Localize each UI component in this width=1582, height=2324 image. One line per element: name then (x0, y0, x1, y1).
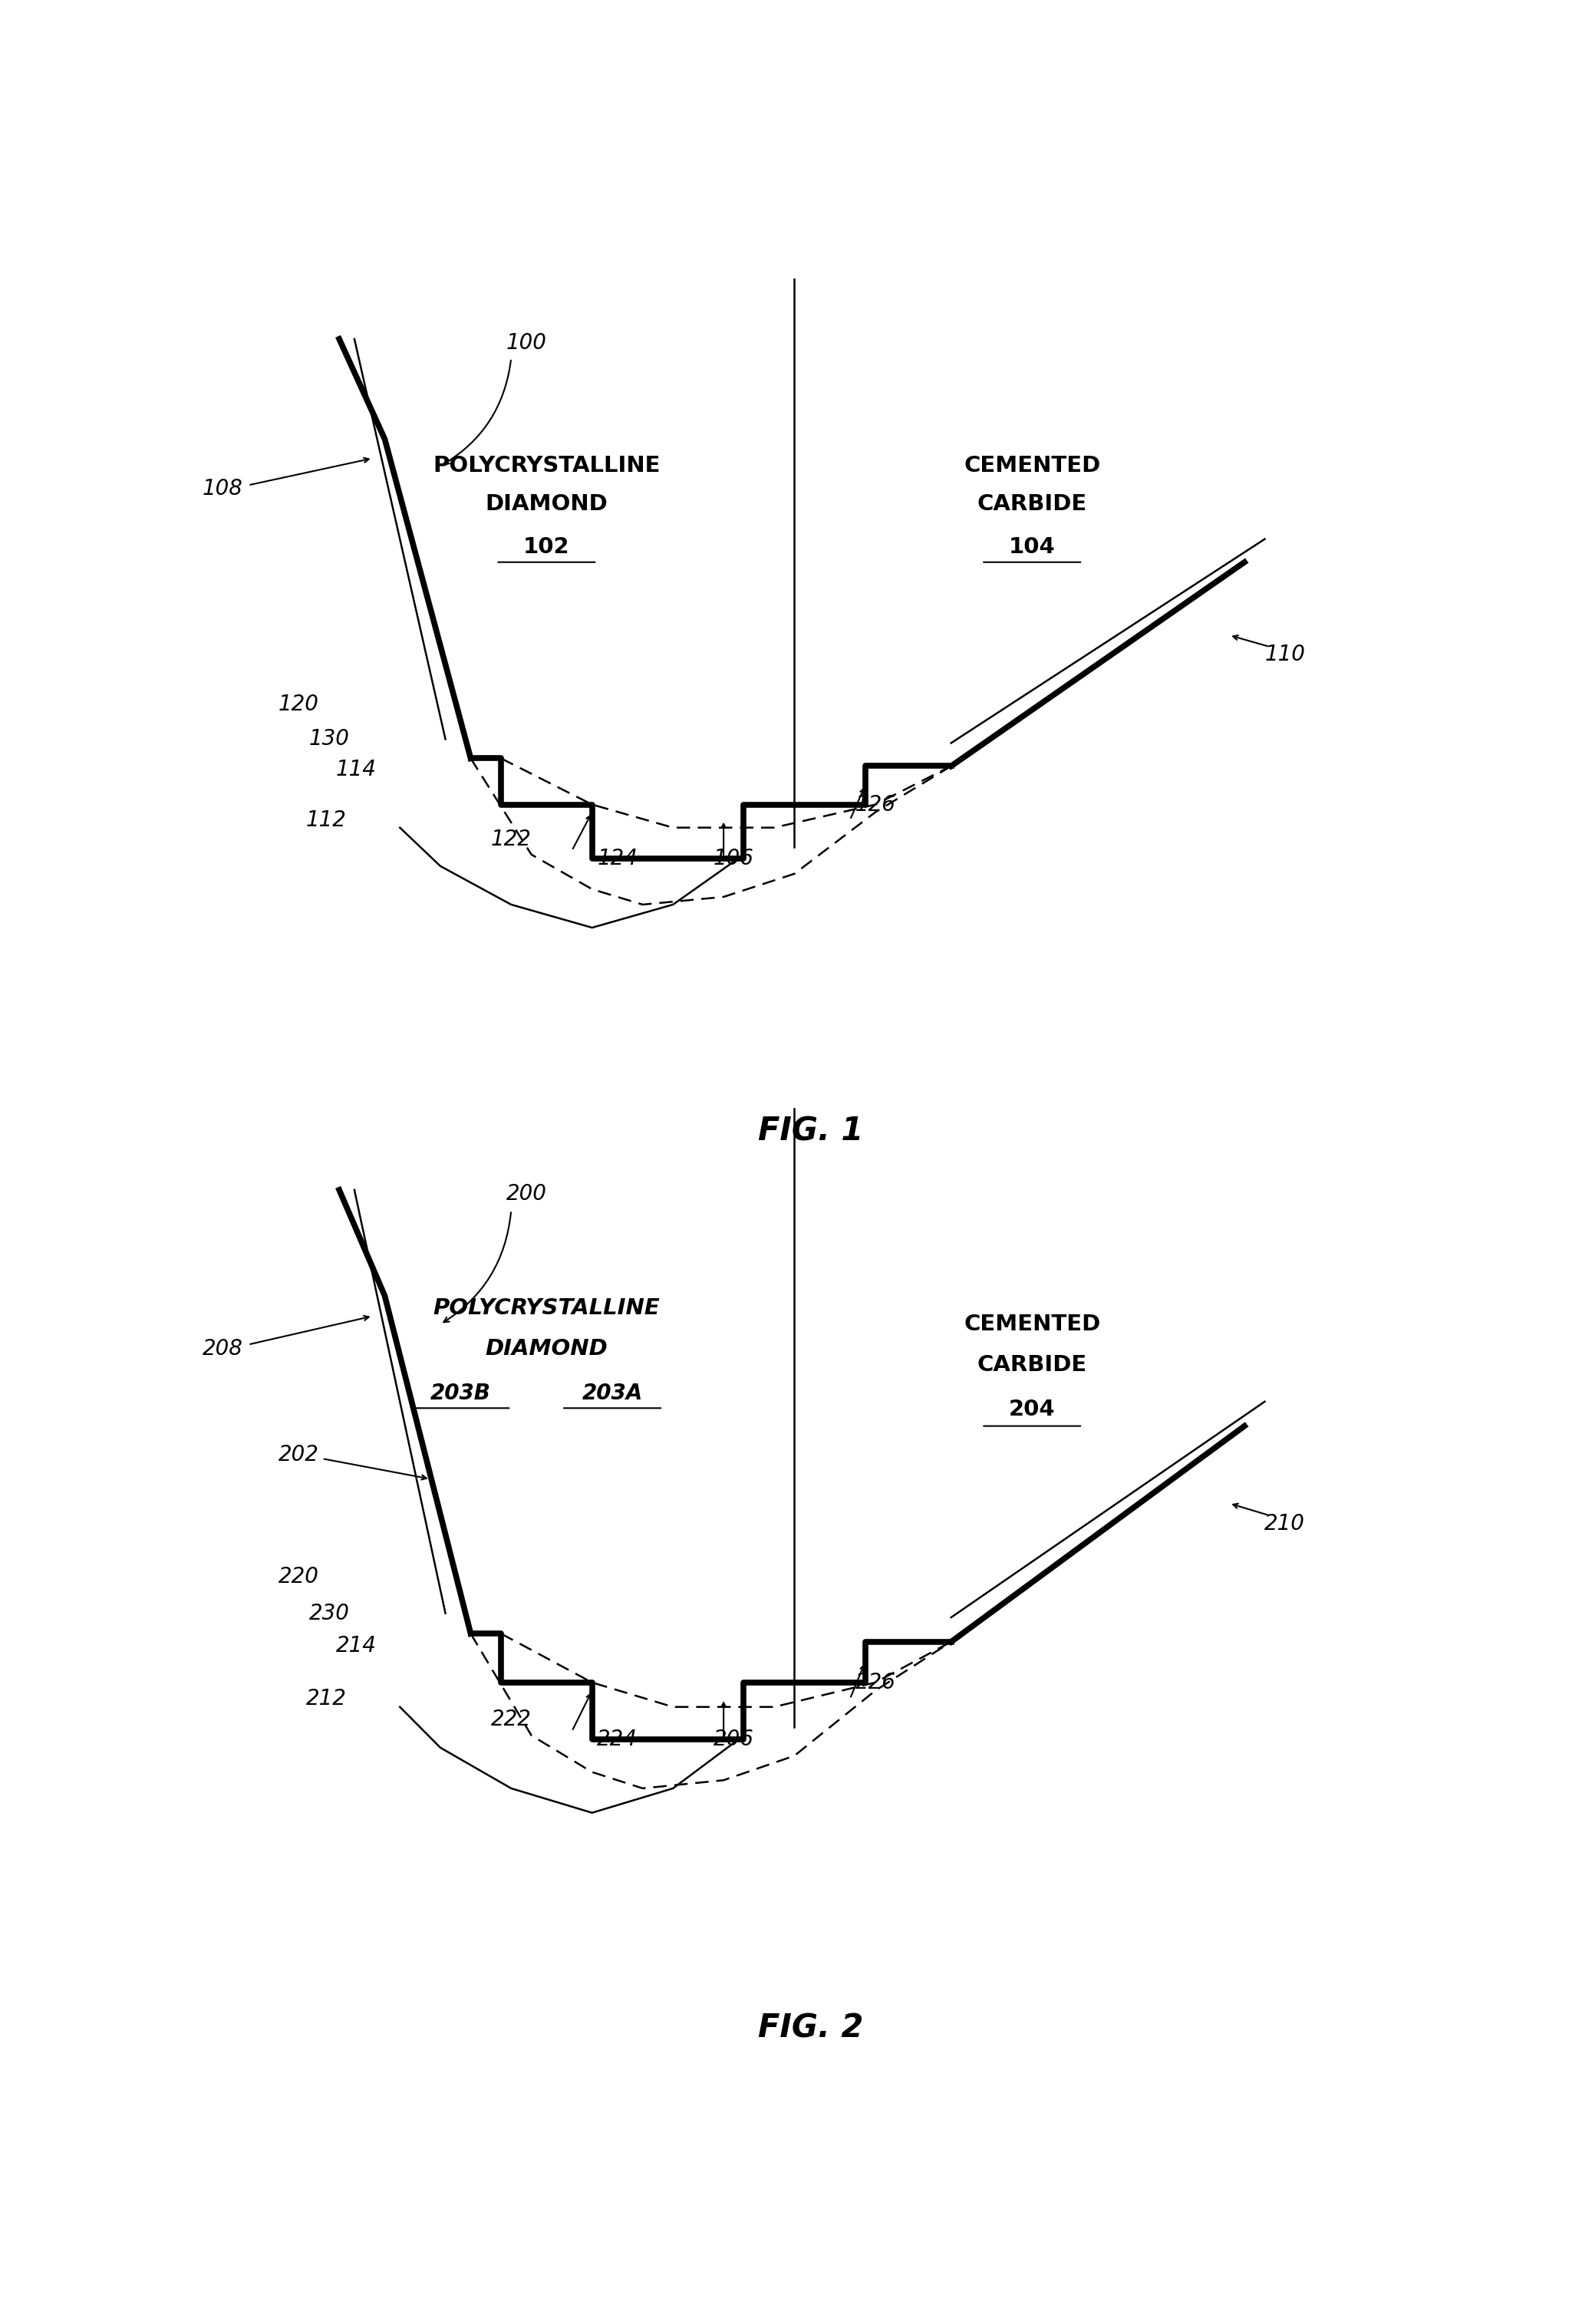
Text: 130: 130 (308, 727, 350, 751)
Text: 212: 212 (305, 1687, 346, 1710)
Text: 106: 106 (713, 848, 755, 869)
Text: DIAMOND: DIAMOND (486, 1339, 607, 1360)
Text: 114: 114 (335, 760, 377, 781)
Text: 230: 230 (308, 1604, 350, 1624)
Text: 124: 124 (596, 848, 638, 869)
Text: 203B: 203B (430, 1383, 490, 1404)
Text: 200: 200 (506, 1183, 547, 1204)
Text: FIG. 1: FIG. 1 (758, 1116, 864, 1148)
Text: 100: 100 (506, 332, 547, 353)
Text: 203A: 203A (582, 1383, 642, 1404)
Text: 112: 112 (305, 809, 346, 830)
Text: 202: 202 (278, 1443, 320, 1464)
Text: 224: 224 (596, 1729, 638, 1750)
Text: CARBIDE: CARBIDE (978, 493, 1087, 516)
Text: 204: 204 (1009, 1399, 1055, 1420)
Text: 108: 108 (202, 479, 244, 500)
Text: 122: 122 (490, 827, 532, 851)
Text: 222: 222 (490, 1708, 532, 1729)
Text: 208: 208 (202, 1339, 244, 1360)
Text: POLYCRYSTALLINE: POLYCRYSTALLINE (433, 1297, 660, 1318)
Text: 110: 110 (1264, 644, 1305, 665)
Text: 214: 214 (335, 1636, 377, 1657)
Text: DIAMOND: DIAMOND (486, 493, 607, 516)
Text: CEMENTED: CEMENTED (963, 456, 1101, 476)
Text: 210: 210 (1264, 1513, 1305, 1534)
Text: POLYCRYSTALLINE: POLYCRYSTALLINE (433, 456, 660, 476)
Text: CEMENTED: CEMENTED (963, 1313, 1101, 1334)
Text: 102: 102 (524, 537, 570, 558)
Text: 104: 104 (1009, 537, 1055, 558)
Text: 226: 226 (854, 1671, 895, 1694)
Text: 220: 220 (278, 1566, 320, 1587)
Text: FIG. 2: FIG. 2 (758, 2013, 864, 2045)
Text: 206: 206 (713, 1729, 755, 1750)
Text: 120: 120 (278, 695, 320, 716)
Text: 126: 126 (854, 795, 895, 816)
Text: CARBIDE: CARBIDE (978, 1355, 1087, 1376)
